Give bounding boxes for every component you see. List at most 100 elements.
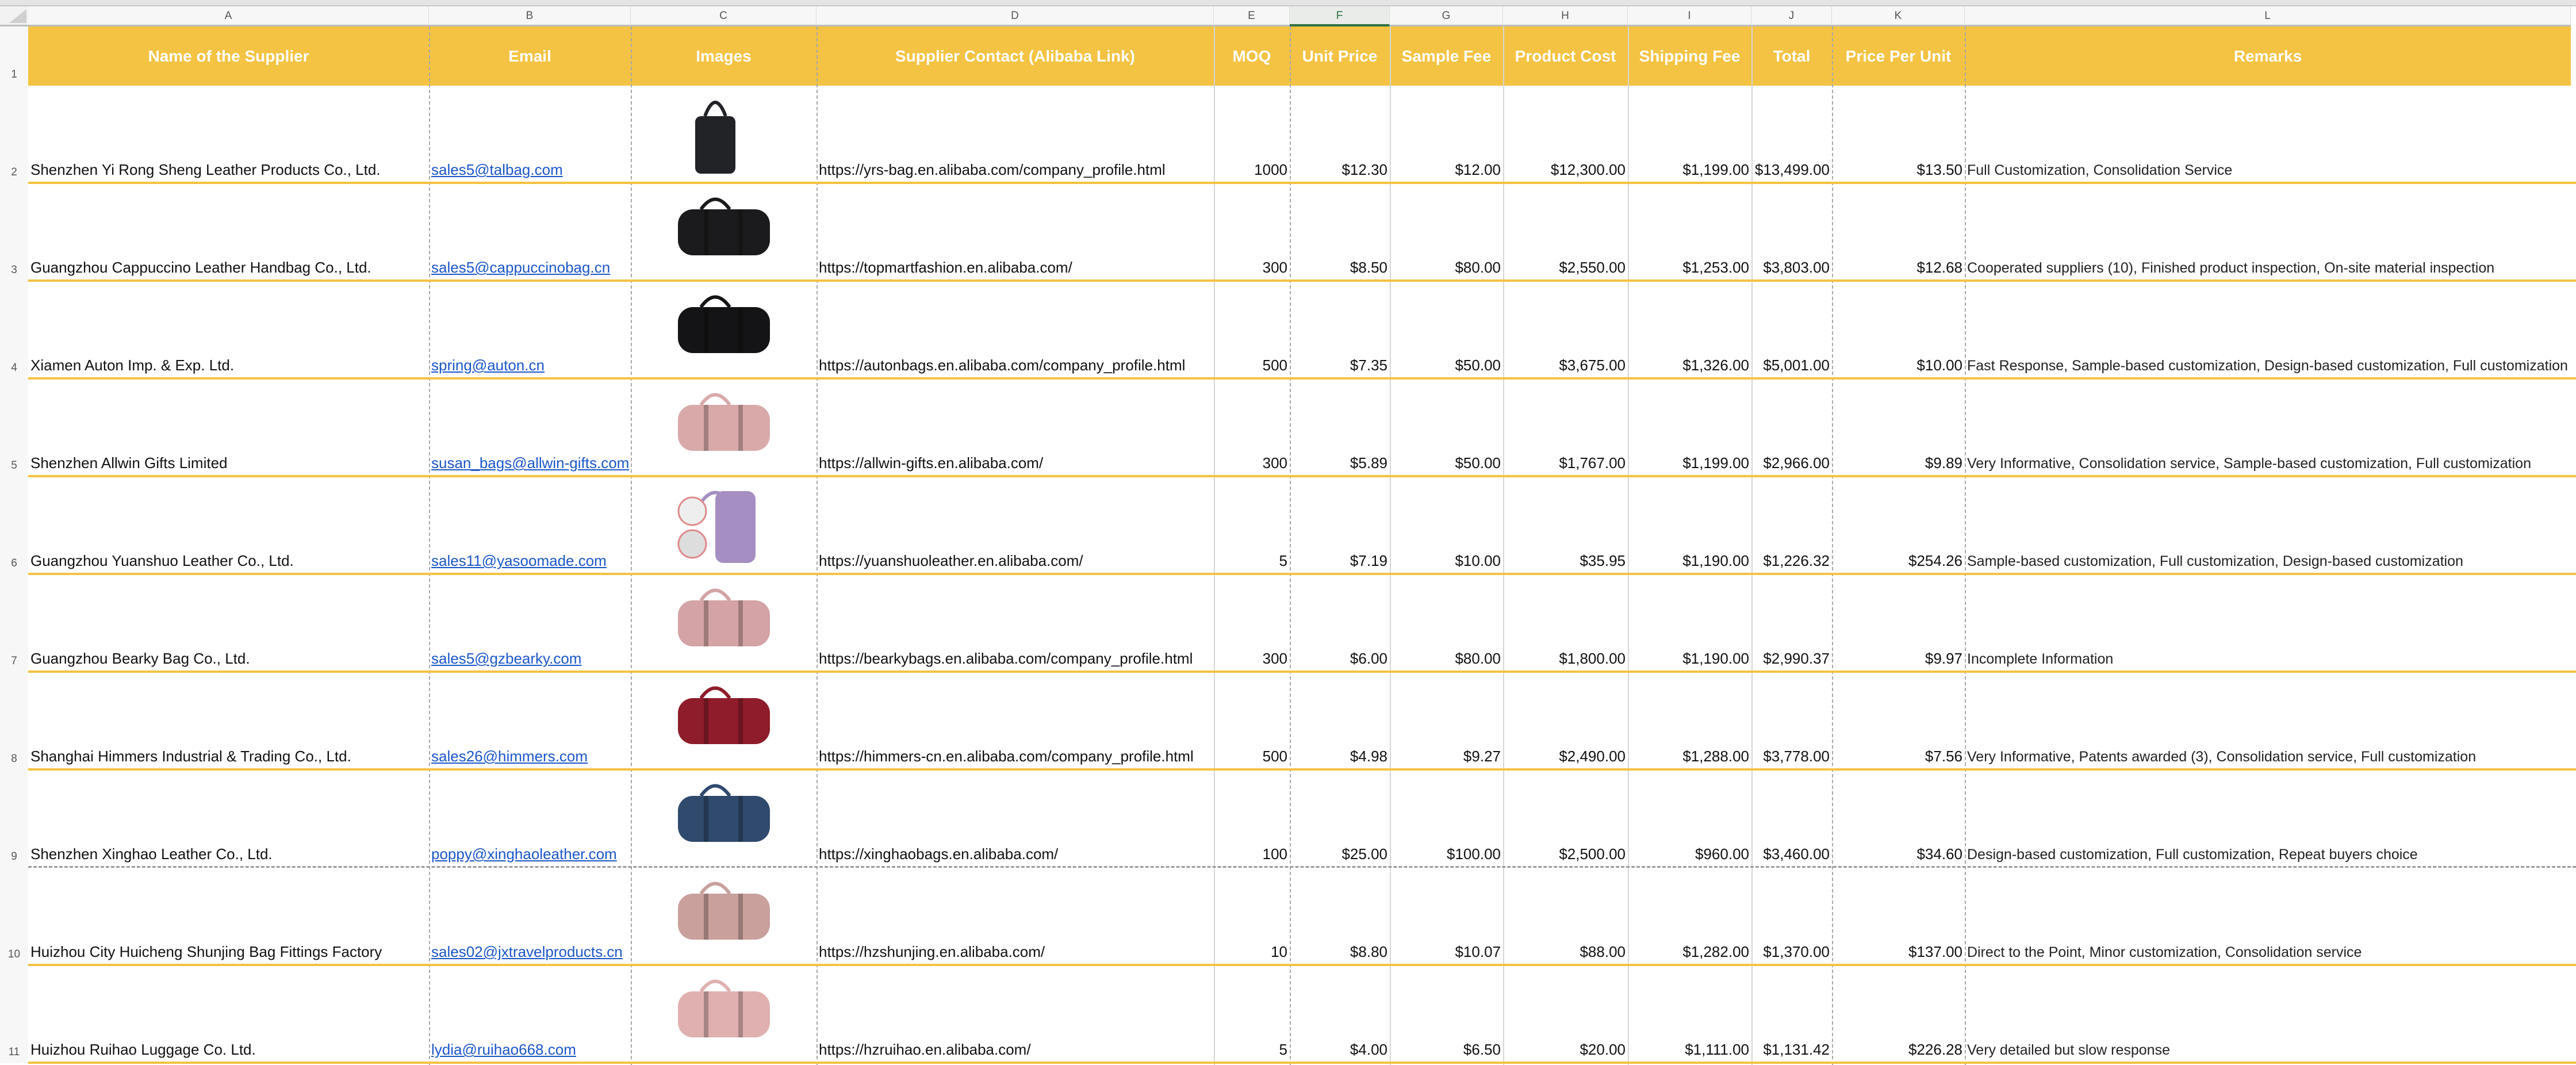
cell-total[interactable]: $2,966.00 xyxy=(1763,454,1830,472)
cell-moq[interactable]: 5 xyxy=(1279,1041,1287,1058)
header-name-of-the-supplier[interactable]: Name of the Supplier xyxy=(28,26,429,86)
cell-moq[interactable]: 500 xyxy=(1262,357,1287,374)
cell-link[interactable]: https://allwin-gifts.en.alibaba.com/ xyxy=(819,454,1044,472)
cell-moq[interactable]: 500 xyxy=(1262,748,1287,765)
pink-duffel-bag-image[interactable] xyxy=(631,577,816,670)
column-header-g[interactable]: G xyxy=(1390,6,1503,26)
cell-sample-fee[interactable]: $100.00 xyxy=(1447,845,1501,863)
cell-product-cost[interactable]: $88.00 xyxy=(1580,943,1626,960)
cell-price-per-unit[interactable]: $13.50 xyxy=(1916,161,1962,178)
cell-shipping-fee[interactable]: $1,253.00 xyxy=(1682,259,1749,276)
cell-shipping-fee[interactable]: $1,190.00 xyxy=(1682,552,1749,569)
cell-email[interactable]: sales26@himmers.com xyxy=(431,748,588,765)
cell-total[interactable]: $1,370.00 xyxy=(1763,943,1830,960)
cell-link[interactable]: https://himmers-cn.en.alibaba.com/compan… xyxy=(819,748,1194,765)
cell-email[interactable]: sales5@cappuccinobag.cn xyxy=(431,259,611,276)
cell-shipping-fee[interactable]: $1,288.00 xyxy=(1682,748,1749,765)
cell-product-cost[interactable]: $12,300.00 xyxy=(1550,161,1626,178)
cell-total[interactable]: $13,499.00 xyxy=(1754,161,1830,178)
cell-remarks[interactable]: Very detailed but slow response xyxy=(1967,1042,2170,1058)
cell-shipping-fee[interactable]: $1,282.00 xyxy=(1682,943,1749,960)
cell-price-per-unit[interactable]: $137.00 xyxy=(1908,943,1962,960)
cell-price-per-unit[interactable]: $34.60 xyxy=(1916,845,1962,863)
select-all-corner[interactable] xyxy=(0,6,28,26)
cell-email[interactable]: sales02@jxtravelproducts.cn xyxy=(431,943,623,960)
cell-name[interactable]: Xiamen Auton Imp. & Exp. Ltd. xyxy=(30,357,235,374)
row-header-1[interactable]: 1 xyxy=(0,26,28,86)
cell-shipping-fee[interactable]: $1,111.00 xyxy=(1685,1041,1749,1058)
cell-remarks[interactable]: Full Customization, Consolidation Servic… xyxy=(1967,162,2233,178)
cell-remarks[interactable]: Fast Response, Sample-based customizatio… xyxy=(1967,358,2568,374)
column-header-f[interactable]: F xyxy=(1290,6,1390,26)
black-duffel-bag-image[interactable] xyxy=(631,186,816,279)
cell-sample-fee[interactable]: $80.00 xyxy=(1455,259,1501,276)
cell-link[interactable]: https://autonbags.en.alibaba.com/company… xyxy=(819,357,1186,374)
cell-moq[interactable]: 10 xyxy=(1271,943,1287,960)
cell-product-cost[interactable]: $1,767.00 xyxy=(1559,454,1626,472)
cell-shipping-fee[interactable]: $1,326.00 xyxy=(1682,357,1749,374)
cell-product-cost[interactable]: $2,500.00 xyxy=(1559,845,1626,863)
cell-sample-fee[interactable]: $12.00 xyxy=(1455,161,1501,178)
cell-remarks[interactable]: Sample-based customization, Full customi… xyxy=(1967,553,2463,569)
cell-product-cost[interactable]: $35.95 xyxy=(1580,552,1626,569)
cell-product-cost[interactable]: $1,800.00 xyxy=(1559,650,1626,667)
cell-link[interactable]: https://topmartfashion.en.alibaba.com/ xyxy=(819,259,1072,276)
cell-price-per-unit[interactable]: $7.56 xyxy=(1925,748,1962,765)
cell-remarks[interactable]: Design-based customization, Full customi… xyxy=(1967,846,2418,863)
cell-shipping-fee[interactable]: $960.00 xyxy=(1695,845,1749,863)
cell-name[interactable]: Shanghai Himmers Industrial & Trading Co… xyxy=(30,748,351,765)
cell-total[interactable]: $3,460.00 xyxy=(1763,845,1830,863)
cell-price-per-unit[interactable]: $12.68 xyxy=(1916,259,1962,276)
black-duffel-bag-image[interactable] xyxy=(631,284,816,377)
header-moq[interactable]: MOQ xyxy=(1214,26,1290,86)
cell-moq[interactable]: 5 xyxy=(1279,552,1287,569)
cell-name[interactable]: Guangzhou Cappuccino Leather Handbag Co.… xyxy=(30,259,371,276)
cell-price-per-unit[interactable]: $9.97 xyxy=(1925,650,1962,667)
cell-name[interactable]: Guangzhou Yuanshuo Leather Co., Ltd. xyxy=(30,552,294,569)
column-header-j[interactable]: J xyxy=(1751,6,1832,26)
cell-product-cost[interactable]: $2,490.00 xyxy=(1559,748,1626,765)
row-header-10[interactable]: 10 xyxy=(0,868,28,966)
cell-total[interactable]: $1,131.42 xyxy=(1763,1041,1830,1058)
cell-sample-fee[interactable]: $10.00 xyxy=(1455,552,1501,569)
cell-sample-fee[interactable]: $50.00 xyxy=(1455,357,1501,374)
cell-price-per-unit[interactable]: $226.28 xyxy=(1908,1041,1962,1058)
cell-moq[interactable]: 300 xyxy=(1262,454,1287,472)
cell-unit-price[interactable]: $8.50 xyxy=(1350,259,1387,276)
header-unit-price[interactable]: Unit Price xyxy=(1290,26,1390,86)
header-sample-fee[interactable]: Sample Fee xyxy=(1390,26,1503,86)
cell-link[interactable]: https://xinghaobags.en.alibaba.com/ xyxy=(819,845,1059,863)
cell-total[interactable]: $5,001.00 xyxy=(1763,357,1830,374)
cell-link[interactable]: https://yuanshuoleather.en.alibaba.com/ xyxy=(819,552,1083,569)
row-header-6[interactable]: 6 xyxy=(0,477,28,574)
cell-name[interactable]: Shenzhen Allwin Gifts Limited xyxy=(30,454,228,472)
black-tote-bag-image[interactable] xyxy=(631,88,816,181)
navy-duffel-bag-image[interactable] xyxy=(631,772,816,865)
cell-name[interactable]: Guangzhou Bearky Bag Co., Ltd. xyxy=(30,650,250,667)
cell-unit-price[interactable]: $5.89 xyxy=(1350,454,1387,472)
cell-email[interactable]: sales5@gzbearky.com xyxy=(431,650,582,667)
column-header-i[interactable]: I xyxy=(1628,6,1751,26)
cell-shipping-fee[interactable]: $1,199.00 xyxy=(1682,454,1749,472)
row-header-9[interactable]: 9 xyxy=(0,770,28,868)
header-remarks[interactable]: Remarks xyxy=(1965,26,2571,86)
cell-unit-price[interactable]: $8.80 xyxy=(1350,943,1387,960)
cell-link[interactable]: https://bearkybags.en.alibaba.com/compan… xyxy=(819,650,1193,667)
cell-shipping-fee[interactable]: $1,199.00 xyxy=(1682,161,1749,178)
cell-product-cost[interactable]: $20.00 xyxy=(1580,1041,1626,1058)
row-header-11[interactable]: 11 xyxy=(0,966,28,1063)
header-supplier-contact-alibaba-link[interactable]: Supplier Contact (Alibaba Link) xyxy=(816,26,1214,86)
cell-price-per-unit[interactable]: $9.89 xyxy=(1925,454,1962,472)
header-images[interactable]: Images xyxy=(631,26,816,86)
row-header-3[interactable]: 3 xyxy=(0,183,28,281)
cell-unit-price[interactable]: $7.35 xyxy=(1350,357,1387,374)
column-header-k[interactable]: K xyxy=(1832,6,1965,26)
cell-total[interactable]: $2,990.37 xyxy=(1763,650,1830,667)
cell-moq[interactable]: 100 xyxy=(1262,845,1287,863)
column-header-d[interactable]: D xyxy=(816,6,1214,26)
cell-email[interactable]: sales5@talbag.com xyxy=(431,161,563,178)
cell-unit-price[interactable]: $12.30 xyxy=(1341,161,1387,178)
header-product-cost[interactable]: Product Cost xyxy=(1503,26,1628,86)
cell-sample-fee[interactable]: $10.07 xyxy=(1455,943,1501,960)
pink-duffel-bag-image[interactable] xyxy=(631,968,816,1061)
